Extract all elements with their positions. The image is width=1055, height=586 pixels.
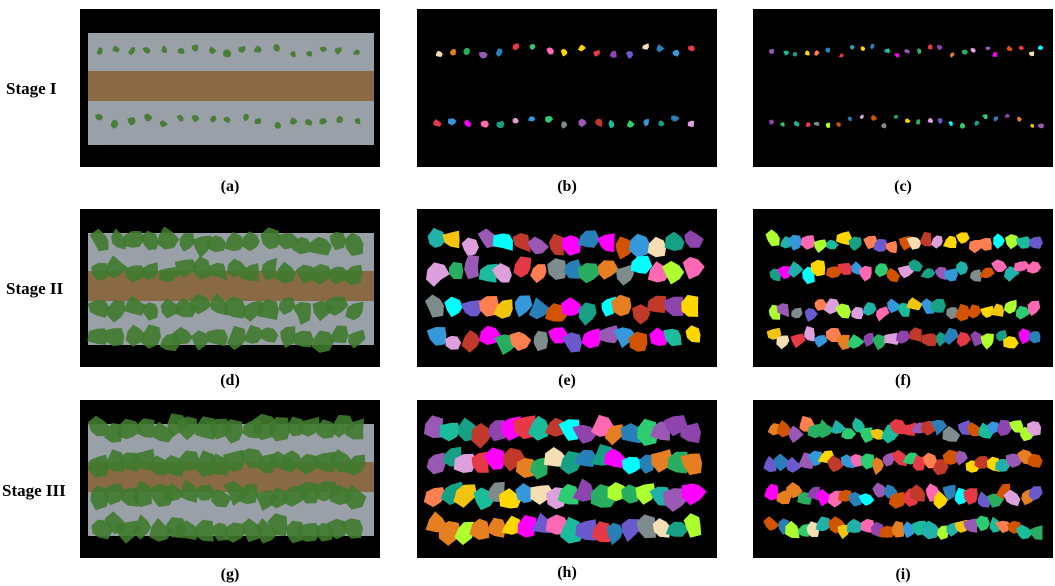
panel-e-image bbox=[424, 227, 705, 356]
caption-f: (f) bbox=[895, 372, 911, 389]
caption-c: (c) bbox=[894, 178, 912, 195]
panel-i-image bbox=[763, 415, 1043, 540]
panel-g-photo bbox=[80, 400, 380, 558]
caption-i: (i) bbox=[895, 566, 911, 583]
caption-h: (h) bbox=[557, 564, 577, 581]
stage-label-2: Stage II bbox=[6, 279, 64, 298]
panel-f-image bbox=[765, 229, 1043, 351]
caption-a: (a) bbox=[220, 178, 240, 195]
panel-d-image bbox=[87, 226, 374, 353]
panel-a-photo bbox=[80, 9, 380, 167]
panel-c-segmentation bbox=[753, 9, 1053, 167]
panel-e-segmentation bbox=[417, 209, 717, 367]
caption-e: (e) bbox=[558, 372, 576, 389]
panel-a-image bbox=[88, 33, 374, 145]
panel-f-segmentation bbox=[753, 209, 1053, 367]
panel-i-segmentation bbox=[753, 400, 1053, 558]
panel-b-segmentation bbox=[417, 9, 717, 167]
stage-label-1: Stage I bbox=[6, 79, 57, 98]
panel-d-photo bbox=[80, 209, 380, 367]
panel-g-image bbox=[87, 413, 374, 544]
caption-b: (b) bbox=[557, 178, 577, 195]
panel-h-segmentation bbox=[417, 400, 717, 558]
stage-label-3: Stage III bbox=[2, 481, 66, 500]
panel-c-image bbox=[768, 43, 1045, 129]
panel-b-image bbox=[433, 43, 695, 129]
panel-h-image bbox=[423, 414, 707, 546]
caption-g: (g) bbox=[220, 566, 240, 583]
caption-d: (d) bbox=[220, 372, 240, 389]
